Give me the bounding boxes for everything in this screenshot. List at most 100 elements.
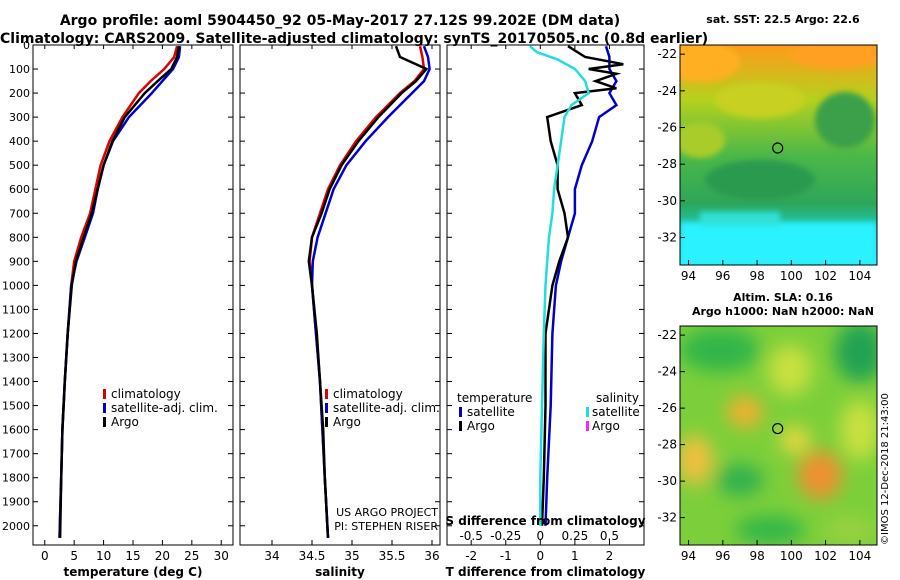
x-tick-label: 35 xyxy=(344,549,359,563)
legend-label: Argo xyxy=(111,415,139,429)
depth-tick-label: 300 xyxy=(9,111,30,124)
depth-tick-label: 1000 xyxy=(2,279,30,292)
x-tick-label: 0 xyxy=(536,549,544,563)
depth-tick-label: 100 xyxy=(9,63,30,76)
sst-map-frame xyxy=(679,44,878,266)
map-y-tick-label: -32 xyxy=(657,511,677,525)
map-y-tick-label: -30 xyxy=(657,194,677,208)
depth-tick-label: 1200 xyxy=(2,327,30,340)
legend-swatch xyxy=(103,417,106,427)
legend-title-salinity: salinity xyxy=(596,391,639,405)
x-tick-label: 30 xyxy=(214,549,229,563)
depth-tick-label: 1300 xyxy=(2,352,30,365)
s-tick-label: -0.5 xyxy=(459,529,482,543)
map-x-tick-label: 102 xyxy=(814,269,837,283)
series-climatology xyxy=(308,45,426,538)
legend-label: climatology xyxy=(111,387,181,401)
sla-map-image xyxy=(680,326,877,545)
map-y-tick-label: -24 xyxy=(657,84,677,98)
depth-tick-label: 600 xyxy=(9,183,30,196)
depth-tick-label: 400 xyxy=(9,135,30,148)
series-argo xyxy=(58,45,181,538)
depth-tick-label: 1400 xyxy=(2,376,30,389)
legend-swatch xyxy=(103,403,106,413)
series-salinity-satellite xyxy=(529,45,591,526)
salinity-panel-xlabel: salinity xyxy=(315,565,365,579)
x-tick-label: 25 xyxy=(184,549,199,563)
temperature-panel-xlabel: temperature (deg C) xyxy=(64,565,203,579)
map-y-tick-label: -28 xyxy=(657,157,677,171)
depth-tick-label: 1500 xyxy=(2,400,30,413)
x-tick-label: 1 xyxy=(571,549,579,563)
legend-swatch xyxy=(459,421,462,431)
x-tick-label: 10 xyxy=(96,549,111,563)
sla-map-frame xyxy=(679,325,878,546)
x-tick-label: 0 xyxy=(41,549,49,563)
sst-map-title: sat. SST: 22.5 Argo: 22.6 xyxy=(706,13,860,26)
s-tick-label: -0.25 xyxy=(490,529,521,543)
legend-label: Argo xyxy=(592,419,620,433)
x-tick-label: 20 xyxy=(155,549,170,563)
legend-title-temperature: temperature xyxy=(457,391,532,405)
series-temperature-satellite xyxy=(544,45,619,526)
legend-label: satellite xyxy=(592,405,640,419)
project-annotation: PI: STEPHEN RISER xyxy=(334,520,438,533)
s-tick-label: 0.5 xyxy=(600,529,619,543)
depth-tick-label: 1600 xyxy=(2,424,30,437)
legend-label: satellite-adj. clim. xyxy=(111,401,218,415)
title-line-1: Argo profile: aoml 5904450_92 05-May-201… xyxy=(59,13,621,29)
legend-swatch xyxy=(325,403,328,413)
legend-label: satellite xyxy=(467,405,515,419)
map-y-tick-label: -32 xyxy=(657,231,677,245)
map-x-tick-label: 100 xyxy=(780,549,803,563)
map-y-tick-label: -26 xyxy=(657,121,677,135)
depth-tick-label: 1800 xyxy=(2,472,30,485)
depth-tick-label: 800 xyxy=(9,231,30,244)
x-tick-label: 34.5 xyxy=(299,549,326,563)
legend-label: satellite-adj. clim. xyxy=(333,401,440,415)
map-x-tick-label: 104 xyxy=(848,269,871,283)
x-tick-label: 15 xyxy=(125,549,140,563)
map-x-tick-label: 98 xyxy=(749,549,764,563)
project-annotation: US ARGO PROJECT xyxy=(336,506,438,519)
sla-map-title-1: Altim. SLA: 0.16 xyxy=(733,291,833,304)
map-x-tick-label: 98 xyxy=(749,269,764,283)
difference-panel-frame xyxy=(446,44,645,546)
legend-swatch xyxy=(103,389,106,399)
legend-swatch xyxy=(325,389,328,399)
depth-tick-label: 1700 xyxy=(2,448,30,461)
map-x-tick-label: 94 xyxy=(681,549,696,563)
x-tick-label: -1 xyxy=(500,549,512,563)
depth-tick-label: 500 xyxy=(9,159,30,172)
sst-map-image xyxy=(680,45,877,265)
profile-location-marker xyxy=(772,422,784,435)
depth-tick-label: 0 xyxy=(23,39,30,52)
x-tick-label: -2 xyxy=(465,549,477,563)
x-tick-label: 34 xyxy=(264,549,279,563)
depth-tick-label: 900 xyxy=(9,255,30,268)
map-x-tick-label: 104 xyxy=(848,549,871,563)
map-y-tick-label: -26 xyxy=(657,401,677,415)
series-temperature-argo xyxy=(540,45,624,526)
x-tick-label: 36 xyxy=(424,549,439,563)
map-x-tick-label: 100 xyxy=(780,269,803,283)
sla-map-title-2: Argo h1000: NaN h2000: NaN xyxy=(691,305,875,318)
profile-location-marker xyxy=(772,142,784,154)
legend-label: Argo xyxy=(467,419,495,433)
difference-panel-top-label: S difference from climatology xyxy=(445,514,645,528)
map-x-tick-label: 96 xyxy=(715,269,730,283)
series-satellite-adj-clim- xyxy=(310,45,431,538)
map-y-tick-label: -28 xyxy=(657,438,677,452)
series-argo xyxy=(307,45,429,538)
legend-label: Argo xyxy=(333,415,361,429)
series-climatology xyxy=(58,45,179,538)
legend-swatch xyxy=(459,407,462,417)
depth-tick-label: 1900 xyxy=(2,496,30,509)
temperature-panel-frame xyxy=(32,44,234,546)
x-tick-label: 35.5 xyxy=(379,549,406,563)
legend-swatch xyxy=(325,417,328,427)
title-line-2: Climatology: CARS2009. Satellite-adjuste… xyxy=(0,31,709,47)
difference-panel-xlabel: T difference from climatology xyxy=(446,565,646,579)
map-x-tick-label: 96 xyxy=(715,549,730,563)
